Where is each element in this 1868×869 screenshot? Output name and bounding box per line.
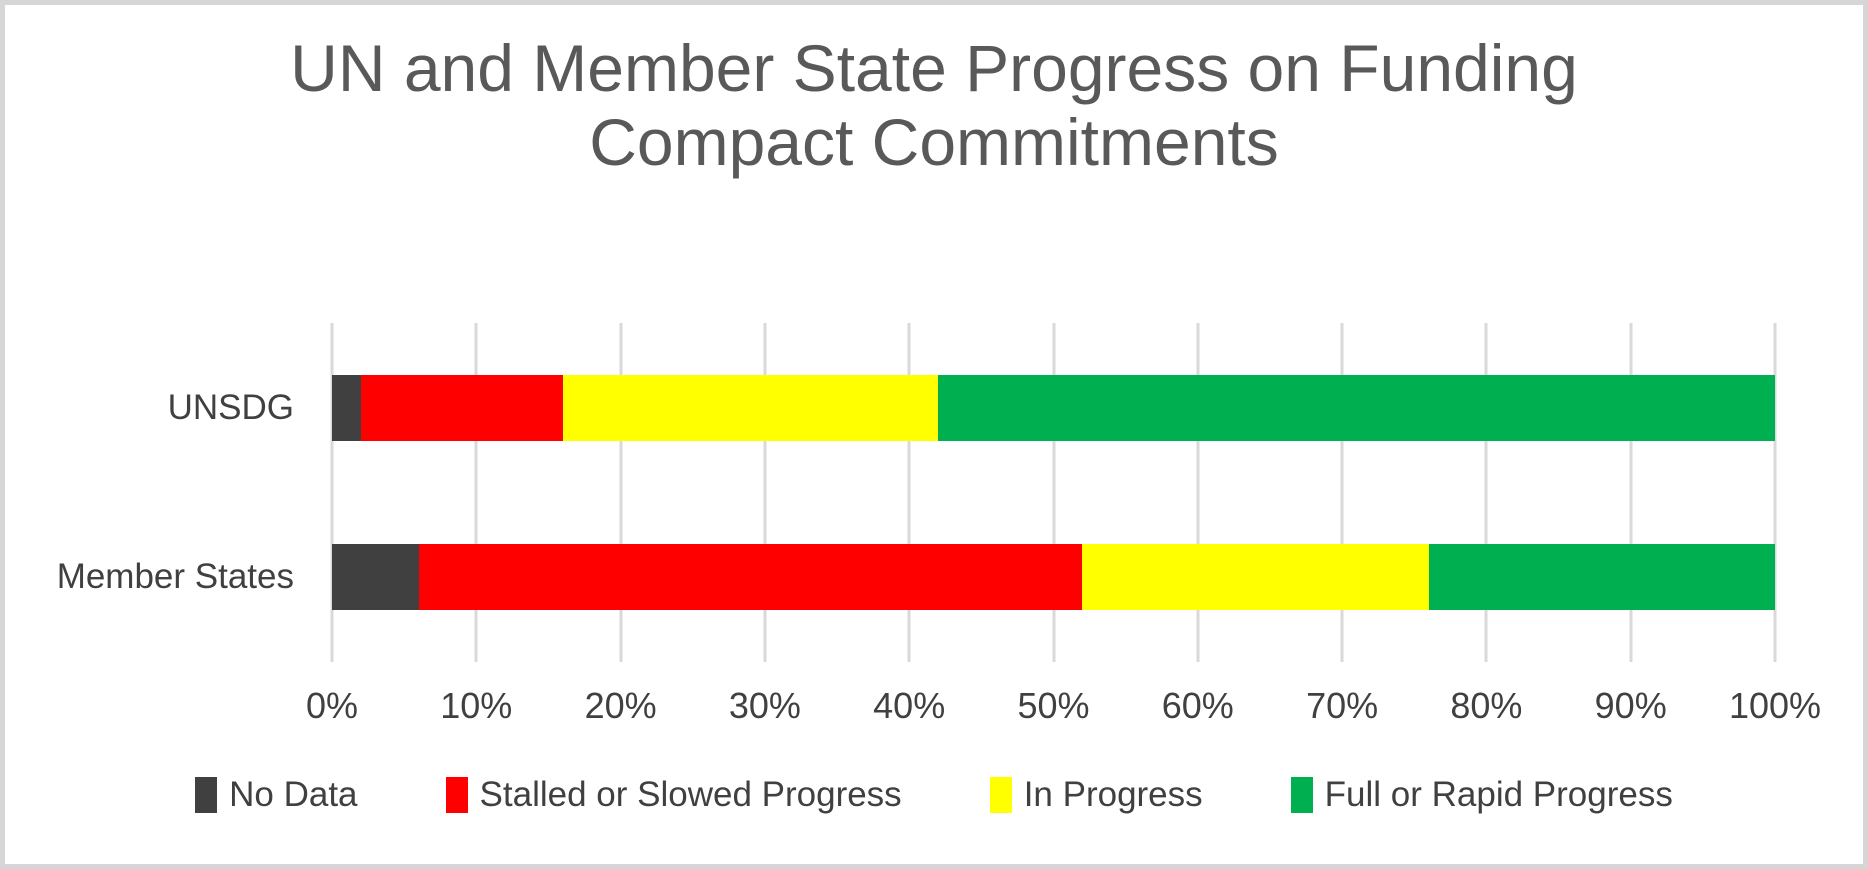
x-tick-label-20: 20%: [584, 685, 657, 726]
stacked-bar-member-states: [332, 544, 1775, 611]
legend-item-full-or-rapid-progress: Full or Rapid Progress: [1290, 775, 1673, 815]
bar-segment-unsdg-stalled-or-slowed-progress: [360, 374, 563, 441]
gridline-30: [763, 323, 767, 662]
legend: No Data Stalled or Slowed Progress In Prog…: [5, 775, 1863, 815]
gridline-10: [474, 323, 478, 662]
x-tick-label-90: 90%: [1594, 685, 1667, 726]
x-tick-label-30: 30%: [728, 685, 801, 726]
legend-label-in-progress: In Progress: [1023, 775, 1203, 814]
gridline-50: [1052, 323, 1055, 662]
chart-title-line-2: Compact Commitments: [589, 105, 1279, 179]
x-tick-label-100: 100%: [1728, 685, 1822, 726]
chart-title-line-1: UN and Member State Progress on Funding: [290, 31, 1578, 105]
gridline-20: [619, 323, 623, 662]
bar-row-member-states: [332, 493, 1775, 663]
gridline-0: [330, 323, 334, 662]
plot-area: [330, 323, 1777, 662]
bar-segment-member-states-in-progress: [1082, 544, 1429, 611]
legend-marker-no-data: [195, 777, 218, 813]
legend-item-no-data: No Data: [195, 775, 358, 815]
x-tick-label-0: 0%: [305, 685, 359, 726]
x-axis-tick-labels: 0% 10% 20% 30% 40% 50% 60% 70% 80% 90% 100%: [306, 685, 1821, 729]
bar-segment-member-states-stalled-or-slowed-progress: [418, 544, 1083, 611]
gridline-40: [907, 323, 911, 662]
bar-segment-unsdg-no-data: [332, 374, 361, 441]
gridline-70: [1340, 323, 1344, 662]
bar-segment-member-states-full-or-rapid-progress: [1428, 544, 1775, 611]
bar-series-area: [332, 323, 1775, 662]
bar-segment-unsdg-in-progress: [562, 374, 939, 441]
legend-label-full-or-rapid-progress: Full or Rapid Progress: [1324, 775, 1673, 814]
legend-item-in-progress: In Progress: [989, 775, 1203, 815]
stacked-bar-unsdg: [332, 374, 1775, 441]
x-tick-label-60: 60%: [1161, 685, 1234, 726]
legend-marker-full-or-rapid-progress: [1290, 777, 1313, 813]
legend-label-no-data: No Data: [229, 775, 358, 814]
category-axis-labels: UNSDG Member States: [5, 323, 294, 662]
x-tick-label-70: 70%: [1306, 685, 1379, 726]
bar-segment-member-states-no-data: [332, 544, 419, 611]
bar-row-unsdg: [332, 323, 1775, 493]
category-label-unsdg: UNSDG: [167, 387, 294, 427]
gridline-60: [1196, 323, 1200, 662]
x-tick-label-80: 80%: [1450, 685, 1523, 726]
gridline-80: [1484, 323, 1488, 662]
gridline-100: [1773, 323, 1777, 662]
legend-marker-in-progress: [989, 777, 1012, 813]
legend-item-stalled-or-slowed-progress: Stalled or Slowed Progress: [445, 775, 902, 815]
x-tick-label-40: 40%: [873, 685, 946, 726]
x-tick-label-10: 10%: [440, 685, 513, 726]
legend-marker-stalled-or-slowed-progress: [445, 777, 468, 813]
x-tick-label-50: 50%: [1017, 685, 1090, 726]
category-label-member-states: Member States: [56, 557, 294, 597]
bar-segment-unsdg-full-or-rapid-progress: [938, 374, 1775, 441]
gridline-90: [1629, 323, 1633, 662]
legend-label-stalled-or-slowed-progress: Stalled or Slowed Progress: [479, 775, 902, 814]
chart-title: UN and Member State Progress on Funding …: [5, 31, 1863, 179]
